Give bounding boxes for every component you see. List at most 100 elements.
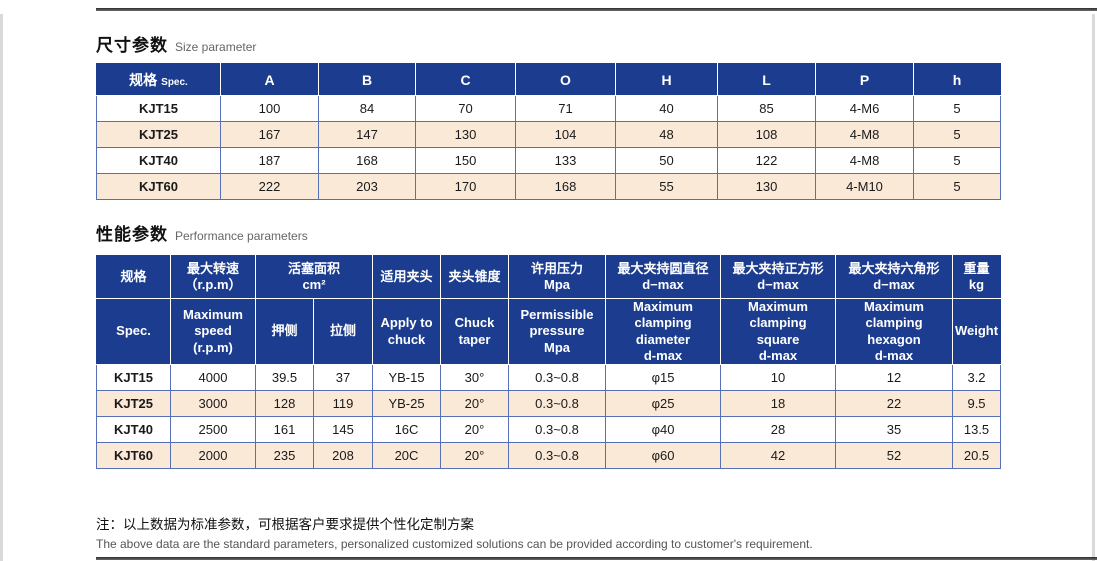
spec-cell: KJT25 — [96, 121, 221, 148]
page-left-edge — [0, 14, 3, 561]
column-header: 许用压力 Mpa — [508, 255, 607, 299]
value-cell: 52 — [835, 442, 954, 469]
value-cell: 150 — [415, 147, 516, 174]
value-cell: YB-15 — [372, 364, 442, 391]
column-subheader: Weight — [952, 298, 1002, 365]
value-cell: 85 — [717, 95, 816, 122]
column-header: O — [515, 63, 616, 96]
value-cell: 37 — [312, 364, 374, 391]
value-cell: 168 — [515, 173, 616, 200]
column-subheader: Spec. — [96, 298, 171, 365]
value-cell: 35 — [835, 416, 954, 443]
value-cell: φ25 — [605, 390, 722, 417]
spec-cell: KJT15 — [96, 95, 221, 122]
value-cell: 167 — [220, 121, 319, 148]
table-row: KJT60 2000 235 208 20C 20° 0.3~0.8 φ60 42 52 20.5 — [96, 442, 1002, 469]
table-row: KJT40 2500 161 145 16C 20° 0.3~0.8 φ40 28 35 13.5 — [96, 416, 1002, 443]
table-row: KJT25 167 147 130 104 48 108 4-M8 5 — [96, 121, 1001, 148]
value-cell: 235 — [255, 442, 314, 469]
value-cell: 39.5 — [255, 364, 314, 391]
column-subheader: Maximum clamping diameter d-max — [605, 298, 722, 365]
value-cell: 108 — [717, 121, 816, 148]
column-subheader: Chuck taper — [440, 298, 510, 365]
value-cell: 4-M10 — [815, 173, 914, 200]
value-cell: 5 — [913, 173, 1001, 200]
value-cell: 16C — [372, 416, 442, 443]
column-header: B — [318, 63, 416, 96]
value-cell: 0.3~0.8 — [508, 416, 607, 443]
value-cell: 100 — [220, 95, 319, 122]
value-cell: 5 — [913, 95, 1001, 122]
value-cell: 128 — [255, 390, 314, 417]
column-subheader: Maximum clamping square d-max — [720, 298, 837, 365]
value-cell: 20° — [440, 416, 510, 443]
spec-cell: KJT60 — [96, 442, 171, 469]
column-subheader: Apply to chuck — [372, 298, 442, 365]
column-header: 最大夹持六角形 d−max — [835, 255, 954, 299]
column-header: A — [220, 63, 319, 96]
column-header: 规格 — [96, 255, 171, 299]
value-cell: 13.5 — [952, 416, 1002, 443]
value-cell: 3.2 — [952, 364, 1002, 391]
value-cell: 9.5 — [952, 390, 1002, 417]
column-subheader: Permissible pressure Mpa — [508, 298, 607, 365]
column-header: H — [615, 63, 718, 96]
value-cell: 4-M8 — [815, 121, 914, 148]
performance-title-zh: 性能参数 — [96, 225, 168, 244]
column-subheader: Maximum clamping hexagon d-max — [835, 298, 954, 365]
table-row: KJT40 187 168 150 133 50 122 4-M8 5 — [96, 147, 1001, 174]
value-cell: 22 — [835, 390, 954, 417]
table-row: KJT25 3000 128 119 YB-25 20° 0.3~0.8 φ25 18 22 9.5 — [96, 390, 1002, 417]
spec-header-zh: 规格 — [129, 71, 158, 88]
column-subheader: 押侧 — [255, 298, 314, 365]
header-row-zh: 规格 最大转速 （r.p.m） 活塞面积 cm² 适用夹头 夹头锥度 许用压力 Mpa 最大夹持圆… — [96, 255, 1002, 299]
spec-cell: KJT40 — [96, 147, 221, 174]
top-divider-line — [96, 8, 1097, 11]
column-header: 重量 kg — [952, 255, 1002, 299]
value-cell: 55 — [615, 173, 718, 200]
footnote-en: The above data are the standard paramete… — [96, 537, 813, 551]
value-cell: 28 — [720, 416, 837, 443]
table-row: KJT15 4000 39.5 37 YB-15 30° 0.3~0.8 φ15 10 12 3.2 — [96, 364, 1002, 391]
header-row-en: Spec. Maximum speed (r.p.m) 押侧 拉侧 Apply to chu… — [96, 298, 1002, 365]
value-cell: 5 — [913, 121, 1001, 148]
column-subheader: 拉侧 — [312, 298, 374, 365]
table-row: KJT60 222 203 170 168 55 130 4-M10 5 — [96, 173, 1001, 200]
value-cell: 71 — [515, 95, 616, 122]
size-title-zh: 尺寸参数 — [96, 36, 168, 55]
value-cell: 119 — [312, 390, 374, 417]
column-header: 最大转速 （r.p.m） — [170, 255, 256, 299]
table-row: KJT15 100 84 70 71 40 85 4-M6 5 — [96, 95, 1001, 122]
column-header: 活塞面积 cm² — [254, 255, 374, 299]
value-cell: 50 — [615, 147, 718, 174]
column-header: h — [913, 63, 1001, 96]
performance-parameter-table: 规格 最大转速 （r.p.m） 活塞面积 cm² 适用夹头 夹头锥度 许用压力 Mpa 最大夹持圆… — [96, 255, 1002, 469]
value-cell: 130 — [717, 173, 816, 200]
value-cell: 203 — [318, 173, 416, 200]
footnote: 注：以上数据为标准参数，可根据客户要求提供个性化定制方案 The above d… — [96, 513, 813, 551]
column-header: 最大夹持圆直径 d−max — [605, 255, 722, 299]
value-cell: 42 — [720, 442, 837, 469]
spec-cell: KJT25 — [96, 390, 171, 417]
value-cell: 2500 — [170, 416, 256, 443]
performance-section-title: 性能参数 Performance parameters — [96, 220, 308, 245]
footnote-zh: 注：以上数据为标准参数，可根据客户要求提供个性化定制方案 — [96, 517, 474, 532]
column-header: C — [415, 63, 516, 96]
spec-cell: KJT15 — [96, 364, 171, 391]
performance-title-en: Performance parameters — [175, 229, 308, 243]
value-cell: φ15 — [605, 364, 722, 391]
value-cell: 12 — [835, 364, 954, 391]
value-cell: 168 — [318, 147, 416, 174]
value-cell: 20° — [440, 390, 510, 417]
value-cell: 40 — [615, 95, 718, 122]
value-cell: 4000 — [170, 364, 256, 391]
value-cell: 84 — [318, 95, 416, 122]
spec-cell: KJT40 — [96, 416, 171, 443]
value-cell: 5 — [913, 147, 1001, 174]
column-header: P — [815, 63, 914, 96]
value-cell: φ60 — [605, 442, 722, 469]
size-section-title: 尺寸参数 Size parameter — [96, 31, 256, 56]
value-cell: 70 — [415, 95, 516, 122]
